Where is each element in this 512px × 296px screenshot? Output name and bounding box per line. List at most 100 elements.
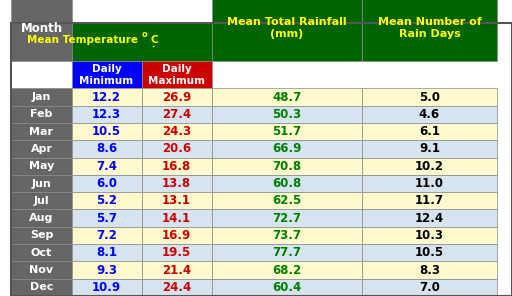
Bar xyxy=(11,89,72,106)
Bar xyxy=(211,227,362,244)
Bar xyxy=(72,89,142,106)
Text: 60.8: 60.8 xyxy=(272,177,302,190)
Text: 9.1: 9.1 xyxy=(419,142,440,155)
Bar xyxy=(72,261,142,279)
Bar xyxy=(72,192,142,210)
Bar xyxy=(142,175,211,192)
Bar xyxy=(11,192,72,210)
Text: 11.7: 11.7 xyxy=(415,194,444,207)
Bar xyxy=(72,123,142,140)
Bar xyxy=(11,123,72,140)
Text: 68.2: 68.2 xyxy=(272,263,302,276)
Bar xyxy=(142,140,211,157)
Bar xyxy=(72,157,142,175)
Text: 12.4: 12.4 xyxy=(415,212,444,225)
Bar xyxy=(362,244,497,261)
Text: 20.6: 20.6 xyxy=(162,142,191,155)
Bar xyxy=(72,23,211,61)
Bar xyxy=(362,210,497,227)
Text: Mean Temperature: Mean Temperature xyxy=(27,35,142,45)
Text: 13.1: 13.1 xyxy=(162,194,191,207)
Text: 14.1: 14.1 xyxy=(162,212,191,225)
Bar xyxy=(211,192,362,210)
Bar xyxy=(211,261,362,279)
Bar xyxy=(72,175,142,192)
Bar xyxy=(11,175,72,192)
Text: 66.9: 66.9 xyxy=(272,142,302,155)
Bar xyxy=(142,227,211,244)
Bar xyxy=(142,61,211,89)
Text: 62.5: 62.5 xyxy=(272,194,302,207)
Text: Feb: Feb xyxy=(30,109,53,119)
Text: 8.6: 8.6 xyxy=(96,142,117,155)
Text: 7.4: 7.4 xyxy=(96,160,117,173)
Bar xyxy=(211,279,362,296)
Text: Aug: Aug xyxy=(29,213,54,223)
Text: 5.0: 5.0 xyxy=(419,91,440,104)
Text: 21.4: 21.4 xyxy=(162,263,191,276)
Bar xyxy=(142,89,211,106)
Bar xyxy=(11,0,72,61)
Text: 11.0: 11.0 xyxy=(415,177,444,190)
Text: Dec: Dec xyxy=(30,282,53,292)
Text: 48.7: 48.7 xyxy=(272,91,302,104)
Bar xyxy=(211,157,362,175)
Bar xyxy=(362,261,497,279)
Text: 8.3: 8.3 xyxy=(419,263,440,276)
Bar xyxy=(211,210,362,227)
Bar xyxy=(72,61,142,89)
Bar xyxy=(72,279,142,296)
Text: Mar: Mar xyxy=(30,127,53,137)
Text: Jul: Jul xyxy=(34,196,49,206)
Bar xyxy=(362,279,497,296)
Text: 50.3: 50.3 xyxy=(272,108,302,121)
Text: 10.3: 10.3 xyxy=(415,229,444,242)
Text: 12.3: 12.3 xyxy=(92,108,121,121)
Bar xyxy=(362,175,497,192)
Text: Sep: Sep xyxy=(30,231,53,240)
Text: Jun: Jun xyxy=(32,178,51,189)
Text: Mean Number of
Rain Days: Mean Number of Rain Days xyxy=(377,17,481,39)
Text: 16.9: 16.9 xyxy=(162,229,191,242)
Bar xyxy=(72,106,142,123)
Text: 6.1: 6.1 xyxy=(419,125,440,138)
Bar xyxy=(11,244,72,261)
Text: 8.1: 8.1 xyxy=(96,246,117,259)
Text: Jan: Jan xyxy=(32,92,51,102)
Text: 24.3: 24.3 xyxy=(162,125,191,138)
Text: 72.7: 72.7 xyxy=(272,212,301,225)
Text: 10.9: 10.9 xyxy=(92,281,121,294)
Text: C: C xyxy=(151,35,158,45)
Bar xyxy=(72,244,142,261)
Bar xyxy=(142,157,211,175)
Bar xyxy=(142,244,211,261)
Text: 7.2: 7.2 xyxy=(96,229,117,242)
Text: 10.5: 10.5 xyxy=(92,125,121,138)
Text: Apr: Apr xyxy=(31,144,53,154)
Text: 19.5: 19.5 xyxy=(162,246,191,259)
Text: Month: Month xyxy=(20,22,62,35)
Text: 5.7: 5.7 xyxy=(96,212,117,225)
Text: 27.4: 27.4 xyxy=(162,108,191,121)
Text: 5.2: 5.2 xyxy=(96,194,117,207)
Bar xyxy=(11,227,72,244)
Text: 10.2: 10.2 xyxy=(415,160,444,173)
Text: Oct: Oct xyxy=(31,248,52,258)
Text: Mean Total Rainfall
(mm): Mean Total Rainfall (mm) xyxy=(227,17,347,39)
Text: 6.0: 6.0 xyxy=(96,177,117,190)
Bar xyxy=(142,106,211,123)
Bar xyxy=(211,89,362,106)
Text: May: May xyxy=(29,161,54,171)
Bar xyxy=(362,0,497,61)
Text: o: o xyxy=(142,30,148,39)
Text: Daily
Minimum: Daily Minimum xyxy=(79,64,134,86)
Bar xyxy=(362,123,497,140)
Bar xyxy=(142,261,211,279)
Text: 13.8: 13.8 xyxy=(162,177,191,190)
Text: 70.8: 70.8 xyxy=(272,160,302,173)
Bar xyxy=(142,279,211,296)
Bar xyxy=(362,157,497,175)
Bar xyxy=(11,106,72,123)
Text: 9.3: 9.3 xyxy=(96,263,117,276)
Bar xyxy=(211,0,362,61)
